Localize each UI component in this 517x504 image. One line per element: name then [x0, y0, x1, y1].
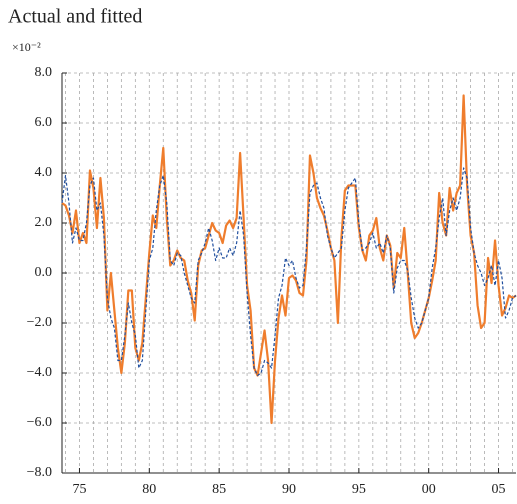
x-tick-label: 85: [212, 482, 226, 497]
y-tick-label: −2.0: [27, 315, 52, 330]
x-tick-label: 90: [282, 482, 296, 497]
chart-title: Actual and fitted: [8, 6, 142, 28]
x-tick-label: 00: [422, 482, 436, 497]
series-line: [61, 167, 517, 377]
y-unit: ×10⁻²: [12, 40, 41, 54]
y-tick-label: 6.0: [35, 115, 53, 130]
x-tick-label: 75: [72, 482, 86, 497]
y-tick-label: −4.0: [27, 365, 52, 380]
x-tick-label: 80: [142, 482, 156, 497]
x-tick-label: 05: [492, 482, 506, 497]
y-tick-label: 4.0: [35, 165, 53, 180]
y-tick-label: 0.0: [35, 265, 53, 280]
y-tick-label: −8.0: [27, 465, 52, 480]
x-tick-label: 95: [352, 482, 366, 497]
y-tick-label: −6.0: [27, 415, 52, 430]
y-tick-label: 8.0: [35, 65, 53, 80]
y-tick-label: 2.0: [35, 215, 53, 230]
